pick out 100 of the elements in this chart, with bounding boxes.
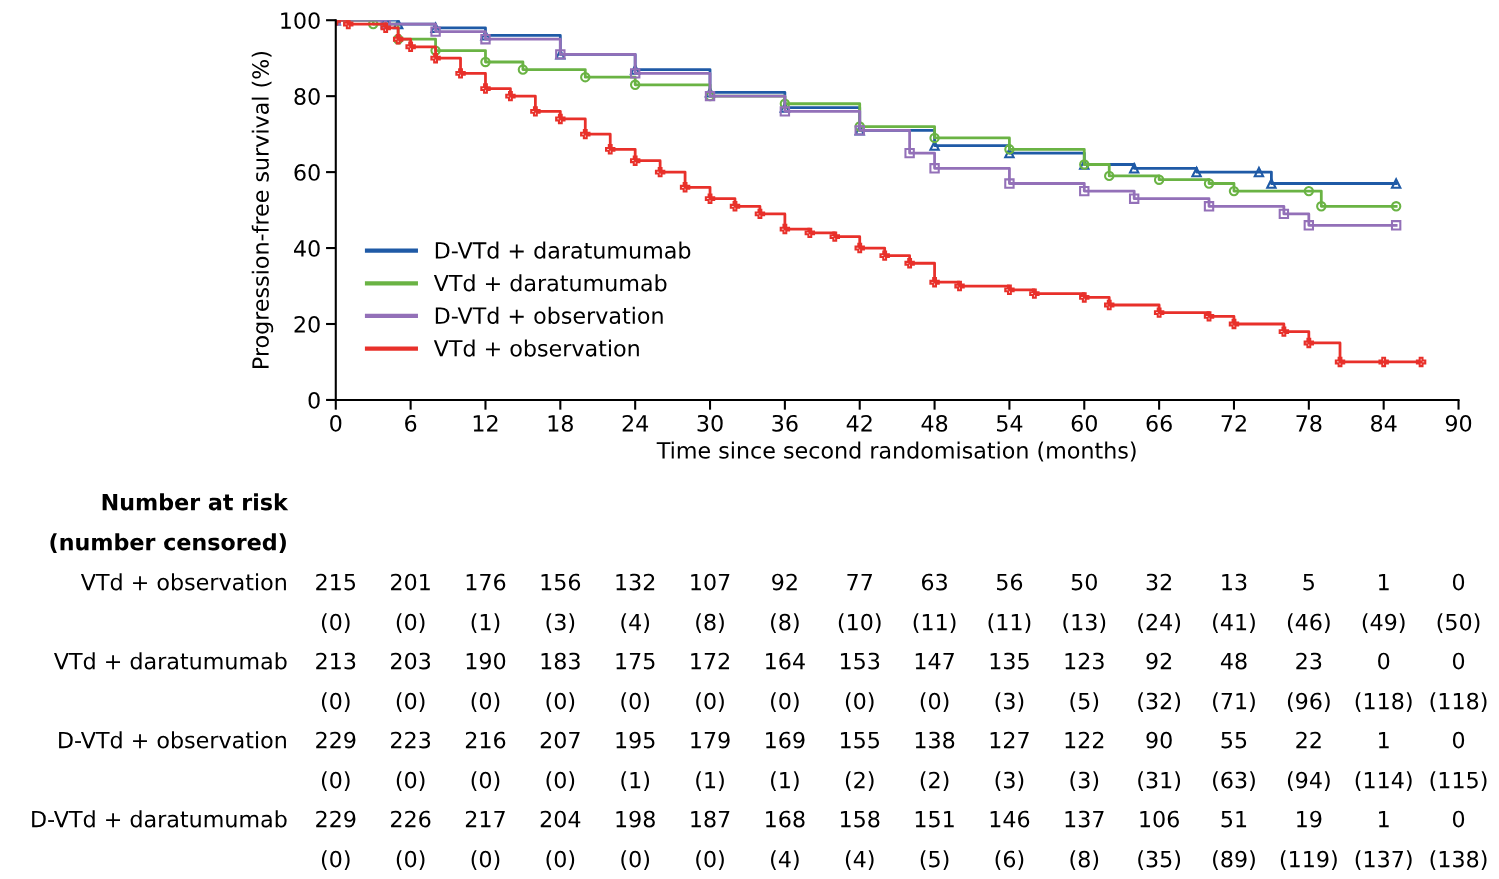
text: 179 <box>691 731 730 749</box>
text: (3) <box>546 613 575 634</box>
text: 48 <box>1220 652 1247 670</box>
x-tick-label: 54 <box>997 415 1023 432</box>
text: D-VTd + daratumumab <box>32 810 287 828</box>
text: 137 <box>1065 810 1104 828</box>
text: 151 <box>915 810 954 828</box>
text: 229 <box>316 810 356 828</box>
x-tick-label: 48 <box>921 414 948 432</box>
text: (3) <box>1070 771 1099 792</box>
legend-label: VTd + daratumumab <box>433 274 667 292</box>
text: (10) <box>838 613 881 634</box>
text: 153 <box>840 652 880 670</box>
text: (0) <box>471 692 500 713</box>
text: 63 <box>921 573 947 591</box>
text: (0) <box>696 850 724 871</box>
text: (114) <box>1355 771 1412 792</box>
text: 216 <box>465 731 506 749</box>
text: 19 <box>1297 810 1322 828</box>
text: (118) <box>1430 692 1487 713</box>
y-tick-label: 60 <box>294 164 320 181</box>
text: 0 <box>1378 652 1390 670</box>
text: 195 <box>616 731 655 749</box>
text: 229 <box>316 731 356 749</box>
y-tick-label: 20 <box>294 315 320 333</box>
x-tick-label: 90 <box>1445 414 1472 432</box>
text: (118) <box>1355 692 1412 713</box>
text: (1) <box>621 771 650 792</box>
text: (31) <box>1138 771 1181 792</box>
text: (0) <box>845 692 874 713</box>
text: (0) <box>546 771 575 792</box>
text: 50 <box>1071 573 1097 591</box>
text: (0) <box>546 850 575 871</box>
text: 175 <box>616 652 655 670</box>
text: 106 <box>1140 810 1179 828</box>
x-tick-label: 0 <box>330 414 342 432</box>
text: (number censored) <box>50 533 286 554</box>
text: 22 <box>1296 731 1321 749</box>
text: (0) <box>321 613 350 634</box>
text: 127 <box>990 731 1029 749</box>
y-tick-label: 80 <box>294 88 320 105</box>
text: VTd + observation <box>80 573 286 591</box>
text: (89) <box>1213 850 1255 871</box>
text: (11) <box>988 613 1031 634</box>
text: 23 <box>1296 652 1322 670</box>
x-tick-label: 72 <box>1221 414 1246 432</box>
text: 92 <box>772 573 797 591</box>
text: (50) <box>1437 613 1480 634</box>
text: (0) <box>321 850 350 871</box>
text: 123 <box>1065 652 1104 670</box>
x-tick-label: 36 <box>772 414 798 432</box>
y-tick-label: 100 <box>281 12 320 29</box>
text: 215 <box>316 573 356 591</box>
text: (1) <box>696 771 724 792</box>
text: (4) <box>845 850 874 871</box>
text: 51 <box>1221 810 1247 828</box>
text: 223 <box>391 731 431 749</box>
text: (138) <box>1430 850 1487 871</box>
text: (71) <box>1213 692 1255 713</box>
text: 207 <box>540 731 580 749</box>
text: (35) <box>1138 850 1181 871</box>
text: (32) <box>1138 692 1181 713</box>
text: (137) <box>1355 850 1412 871</box>
legend-label: D-VTd + observation <box>435 306 663 325</box>
text: 0 <box>1452 731 1465 749</box>
text: (24) <box>1138 613 1181 634</box>
text: Number at risk <box>102 493 289 511</box>
text: (4) <box>771 850 799 871</box>
text: (8) <box>1070 850 1099 871</box>
text: 176 <box>466 573 506 591</box>
text: 172 <box>691 652 730 670</box>
x-tick-label: 60 <box>1071 414 1097 432</box>
text: (2) <box>845 771 874 792</box>
text: 217 <box>465 810 505 828</box>
text: (115) <box>1430 771 1487 792</box>
text: (0) <box>471 771 500 792</box>
text: 1 <box>1379 810 1389 828</box>
y-axis-title: Progression-free survival (%) <box>251 51 274 368</box>
text: (119) <box>1280 850 1337 871</box>
text: 122 <box>1065 731 1104 749</box>
text: 203 <box>391 652 431 670</box>
text: (8) <box>696 613 724 634</box>
text: (96) <box>1287 692 1330 713</box>
x-tick-label: 84 <box>1371 414 1397 432</box>
text: (0) <box>321 692 350 713</box>
text: 187 <box>691 810 730 828</box>
text: (4) <box>621 613 650 634</box>
text: 213 <box>316 652 356 670</box>
text: (0) <box>696 692 724 713</box>
text: (0) <box>771 692 799 713</box>
text: VTd + daratumumab <box>53 652 287 670</box>
text: D-VTd + observation <box>59 731 286 749</box>
text: 32 <box>1146 573 1172 591</box>
x-tick-label: 18 <box>548 414 573 432</box>
text: 0 <box>1452 810 1465 828</box>
text: (5) <box>920 850 949 871</box>
x-tick-label: 42 <box>846 414 872 432</box>
text: 156 <box>541 573 581 591</box>
text: 138 <box>915 731 955 749</box>
text: 90 <box>1146 731 1172 749</box>
